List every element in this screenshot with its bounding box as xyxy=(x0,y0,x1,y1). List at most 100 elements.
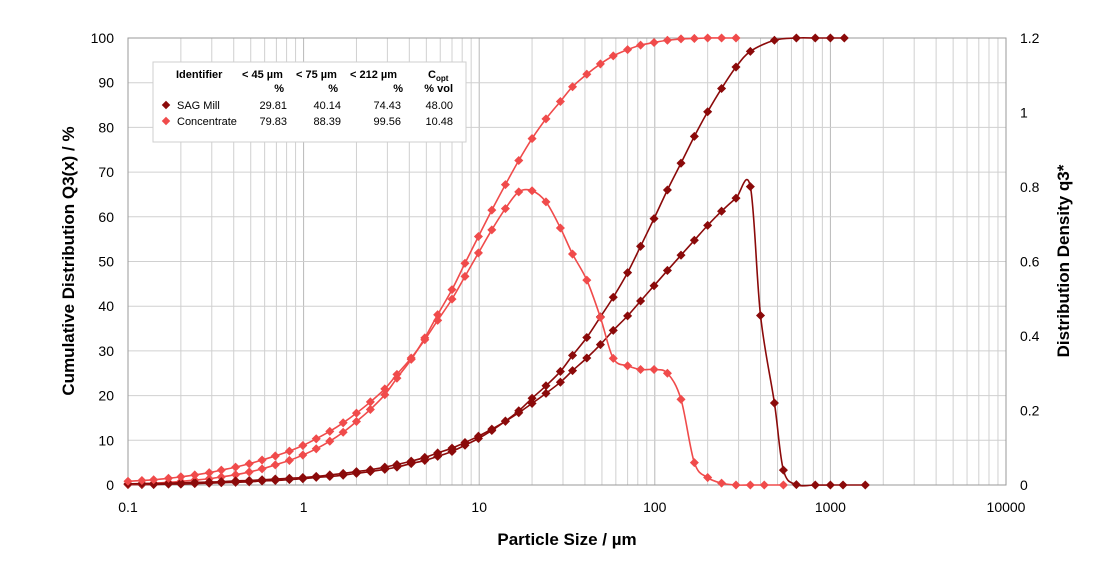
data-point-sag-mill-density xyxy=(745,182,755,192)
data-point-concentrate-density xyxy=(231,462,241,472)
data-point-concentrate-density xyxy=(473,248,483,258)
data-point-concentrate-density xyxy=(649,365,659,375)
data-point-concentrate-density xyxy=(500,204,510,214)
legend-unit-75: % xyxy=(328,83,338,95)
data-point-sag-mill-density xyxy=(433,448,443,458)
x-tick-label: 10000 xyxy=(987,499,1026,515)
data-point-sag-mill-density xyxy=(582,353,592,363)
legend-concentrate-45: 79.83 xyxy=(259,116,287,128)
data-point-concentrate-cumulative xyxy=(703,33,713,43)
legend-concentrate-212: 99.56 xyxy=(373,116,401,128)
data-point-sag-mill-density xyxy=(338,468,348,478)
data-point-concentrate-density xyxy=(406,353,416,363)
data-point-concentrate-density xyxy=(325,426,335,436)
y-tick-label: 80 xyxy=(98,119,114,135)
data-point-concentrate-density xyxy=(717,478,727,488)
data-point-sag-mill-density xyxy=(778,465,788,475)
legend-header-copt-c: C xyxy=(428,69,436,81)
y-tick-label: 100 xyxy=(91,30,115,46)
y-tick-label: 90 xyxy=(98,75,114,91)
legend-name-concentrate: Concentrate xyxy=(177,116,237,128)
y2-tick-label: 1.2 xyxy=(1020,30,1040,46)
data-point-sag-mill-density xyxy=(487,424,497,434)
data-point-sag-mill-density xyxy=(325,470,335,480)
data-point-concentrate-density xyxy=(149,475,159,485)
data-point-sag-mill-cumulative xyxy=(527,393,537,403)
data-point-sag-mill-cumulative xyxy=(555,366,565,376)
data-point-concentrate-density xyxy=(433,315,443,325)
data-point-sag-mill-cumulative xyxy=(703,107,713,117)
x-tick-label: 10 xyxy=(471,499,487,515)
data-point-sag-mill-density xyxy=(717,206,727,216)
y-tick-label: 60 xyxy=(98,209,114,225)
legend-concentrate-75: 88.39 xyxy=(313,116,341,128)
data-point-sag-mill-density xyxy=(406,456,416,466)
data-point-sag-mill-density xyxy=(810,480,820,490)
legend-unit-45: % xyxy=(274,83,284,95)
legend-marker-concentrate xyxy=(161,116,171,126)
legend-concentrate-copt: 10.48 xyxy=(425,116,453,128)
y2-tick-label: 0.4 xyxy=(1020,328,1040,344)
y2-tick-label: 0.6 xyxy=(1020,254,1040,270)
data-point-sag-mill-density xyxy=(447,443,457,453)
data-point-concentrate-cumulative xyxy=(473,231,483,241)
legend-header-45: < 45 µm xyxy=(242,69,283,81)
data-point-sag-mill-cumulative xyxy=(791,33,801,43)
legend-sag-212: 74.43 xyxy=(373,100,401,112)
y2-axis-title: Distribution Density q3* xyxy=(1054,164,1073,357)
data-point-concentrate-cumulative xyxy=(338,427,348,437)
legend-sag-copt: 48.00 xyxy=(425,100,453,112)
data-point-sag-mill-cumulative xyxy=(608,292,618,302)
data-point-concentrate-cumulative xyxy=(325,436,335,446)
series-line-sag-mill-cumulative xyxy=(128,37,845,486)
data-point-sag-mill-cumulative xyxy=(541,381,551,391)
data-point-concentrate-density xyxy=(595,312,605,322)
y2-tick-label: 0 xyxy=(1020,477,1028,493)
y-tick-label: 0 xyxy=(106,477,114,493)
legend-header-75: < 75 µm xyxy=(296,69,337,81)
data-point-concentrate-density xyxy=(778,480,788,490)
plot-frame xyxy=(127,37,1007,486)
data-point-sag-mill-density xyxy=(703,220,713,230)
series-line-concentrate-cumulative xyxy=(127,37,736,485)
legend-header-copt: Copt xyxy=(428,69,449,83)
legend-header-identifier: Identifier xyxy=(176,69,223,81)
data-point-sag-mill-cumulative xyxy=(810,33,820,43)
legend-name-sag: SAG Mill xyxy=(177,100,220,112)
y2-tick-label: 0.8 xyxy=(1020,179,1040,195)
legend-header-212: < 212 µm xyxy=(350,69,397,81)
legend-sag-75: 40.14 xyxy=(313,100,341,112)
y-tick-label: 10 xyxy=(98,432,114,448)
y-tick-label: 70 xyxy=(98,164,114,180)
data-point-sag-mill-density xyxy=(623,311,633,321)
data-point-concentrate-density xyxy=(447,294,457,304)
data-point-sag-mill-density xyxy=(608,325,618,335)
data-point-sag-mill-density xyxy=(500,416,510,426)
data-point-concentrate-cumulative xyxy=(380,390,390,400)
y-tick-label: 20 xyxy=(98,388,114,404)
x-tick-label: 100 xyxy=(643,499,667,515)
data-point-concentrate-density xyxy=(759,480,769,490)
y-tick-label: 50 xyxy=(98,254,114,270)
data-point-concentrate-cumulative xyxy=(608,51,618,61)
x-tick-label: 1000 xyxy=(815,499,846,515)
y-axis-title: Cumulative Distribution Q3(x) / % xyxy=(59,126,78,395)
y2-tick-label: 0.2 xyxy=(1020,403,1040,419)
data-point-concentrate-density xyxy=(582,275,592,285)
legend-unit-212: % xyxy=(393,83,403,95)
data-point-concentrate-density xyxy=(608,353,618,363)
data-point-concentrate-cumulative xyxy=(270,460,280,470)
x-tick-label: 0.1 xyxy=(118,499,138,515)
data-point-concentrate-density xyxy=(338,418,348,428)
x-tick-label: 1 xyxy=(300,499,308,515)
data-point-concentrate-density xyxy=(137,476,147,486)
data-point-concentrate-density xyxy=(270,451,280,461)
y2-tick-label: 1 xyxy=(1020,105,1028,121)
series-layer xyxy=(123,33,870,490)
x-axis-title: Particle Size / µm xyxy=(497,530,636,549)
y-tick-label: 40 xyxy=(98,298,114,314)
legend-marker-sag xyxy=(161,100,171,110)
data-point-sag-mill-density xyxy=(649,281,659,291)
data-point-sag-mill-density xyxy=(595,340,605,350)
